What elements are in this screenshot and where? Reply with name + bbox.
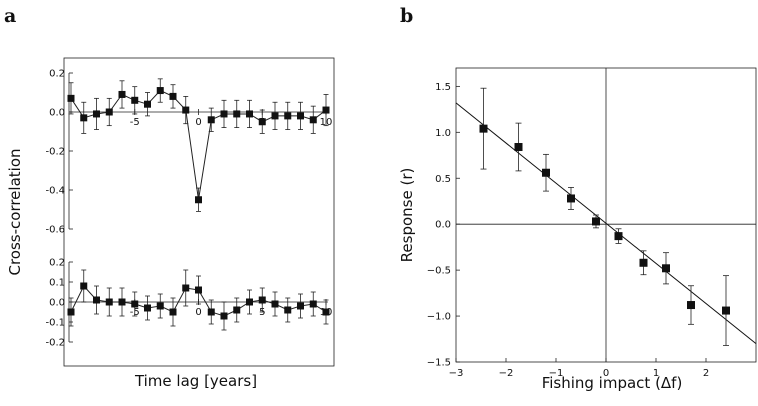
b-y-tick-label: −1.5 (427, 358, 451, 369)
a-top-data-point (195, 196, 202, 204)
a-bottom-data-point (80, 282, 88, 290)
a-top-data-point (271, 112, 279, 120)
b-data-point (639, 258, 648, 267)
panel-b-plot: 1.5 1.0 0.5 0.0 −0.5 −1.0 −1.5−3 −2 −1 0 1 2 (427, 68, 757, 379)
panel-b-xlabel: Fishing impact (Δf) (542, 374, 683, 392)
a-bottom-data-point (169, 308, 177, 316)
a-bottom-y-tick-label: 0.1 (49, 278, 65, 289)
panel-a-xlabel: Time lag [years] (134, 372, 257, 390)
panel-label-a: a (4, 5, 16, 27)
a-top-data-point (233, 110, 241, 118)
a-bottom-y-tick-label: -0.2 (45, 338, 65, 349)
b-y-tick-label: −0.5 (427, 266, 451, 277)
b-data-point (514, 143, 523, 152)
a-top-data-point (144, 100, 151, 108)
a-top-y-tick-label: -0.4 (45, 186, 65, 197)
panel-b-ylabel: Response (r) (398, 168, 416, 263)
b-data-point (567, 194, 575, 203)
a-top-data-point (258, 118, 266, 126)
b-x-tick-label: 2 (703, 368, 709, 379)
a-bottom-y-tick-label: 0.2 (49, 258, 65, 269)
a-top-data-point (207, 116, 215, 124)
a-top-data-point (322, 106, 330, 114)
b-data-point (542, 168, 550, 177)
panel-a-top-plot: 0.20.0-0.2-0.4-0.6-50510 (45, 69, 332, 236)
a-top-y-tick-label: -0.6 (45, 225, 65, 236)
a-top-data-point (297, 112, 304, 120)
a-bottom-data-point (156, 302, 164, 310)
panel-a-ylabel: Cross-correlation (6, 148, 24, 275)
b-data-point (662, 264, 670, 273)
a-bottom-data-point (131, 300, 139, 308)
panel-a-bottom-plot: 0.20.10.0-0.1-0.2-50510 (45, 258, 332, 349)
a-bottom-data-point (309, 300, 317, 308)
a-bottom-data-point (105, 298, 113, 306)
a-top-data-point (93, 110, 100, 118)
a-top-data-point (156, 87, 164, 95)
a-top-x-tick-label: 0 (195, 117, 201, 128)
a-top-data-point (80, 114, 88, 122)
b-data-point (614, 232, 623, 241)
a-bottom-data-point (144, 304, 151, 312)
a-bottom-data-point (258, 296, 266, 304)
a-top-data-point (67, 94, 75, 102)
a-top-data-point (131, 96, 139, 104)
b-y-tick-label: 0.0 (435, 220, 451, 231)
a-top-y-tick-label: 0.0 (49, 108, 65, 119)
a-bottom-data-point (67, 308, 75, 316)
a-bottom-data-point (93, 296, 100, 304)
a-top-data-point (220, 110, 228, 118)
b-y-tick-label: −1.0 (427, 312, 451, 323)
a-bottom-data-point (233, 306, 241, 314)
a-bottom-data-point (284, 306, 292, 314)
a-top-y-tick-label: -0.2 (45, 147, 65, 158)
a-top-data-point (284, 112, 292, 120)
a-bottom-y-tick-label: -0.1 (45, 318, 65, 329)
a-bottom-data-point (297, 302, 304, 310)
b-x-tick-label: −2 (499, 368, 514, 379)
a-bottom-data-point (220, 312, 228, 320)
a-bottom-x-tick-label: 5 (259, 307, 265, 318)
a-bottom-data-point (246, 298, 253, 306)
a-bottom-data-point (182, 284, 190, 292)
a-top-data-point (105, 108, 113, 116)
a-top-data-point (118, 90, 126, 98)
b-x-tick-label: −3 (449, 368, 464, 379)
b-x-tick-label: 1 (653, 368, 659, 379)
b-x-tick-label: 0 (603, 368, 609, 379)
a-top-data-point (246, 110, 253, 118)
a-bottom-data-point (195, 286, 202, 294)
b-y-tick-label: 1.0 (435, 128, 451, 139)
b-fit-line (455, 102, 757, 345)
a-bottom-data-point (118, 298, 126, 306)
a-bottom-data-point (271, 300, 279, 308)
b-y-tick-label: 0.5 (435, 174, 451, 185)
a-top-data-point (309, 116, 317, 124)
a-bottom-data-point (207, 308, 215, 316)
a-top-y-tick-label: 0.2 (49, 69, 65, 80)
b-x-tick-label: −1 (549, 368, 564, 379)
b-y-tick-label: 1.5 (435, 82, 451, 93)
a-bottom-y-tick-label: 0.0 (49, 298, 65, 309)
a-bottom-data-point (322, 308, 330, 316)
a-bottom-x-tick-label: 0 (195, 307, 201, 318)
a-top-data-point (169, 92, 177, 100)
panel-label-b: b (400, 5, 413, 27)
b-data-point (722, 306, 730, 315)
b-data-point (479, 124, 488, 133)
panel-a-frame (63, 57, 335, 367)
a-top-data-point (182, 106, 190, 114)
b-data-point (687, 301, 695, 310)
b-data-point (592, 217, 600, 226)
a-top-x-tick-label: -5 (130, 117, 140, 128)
